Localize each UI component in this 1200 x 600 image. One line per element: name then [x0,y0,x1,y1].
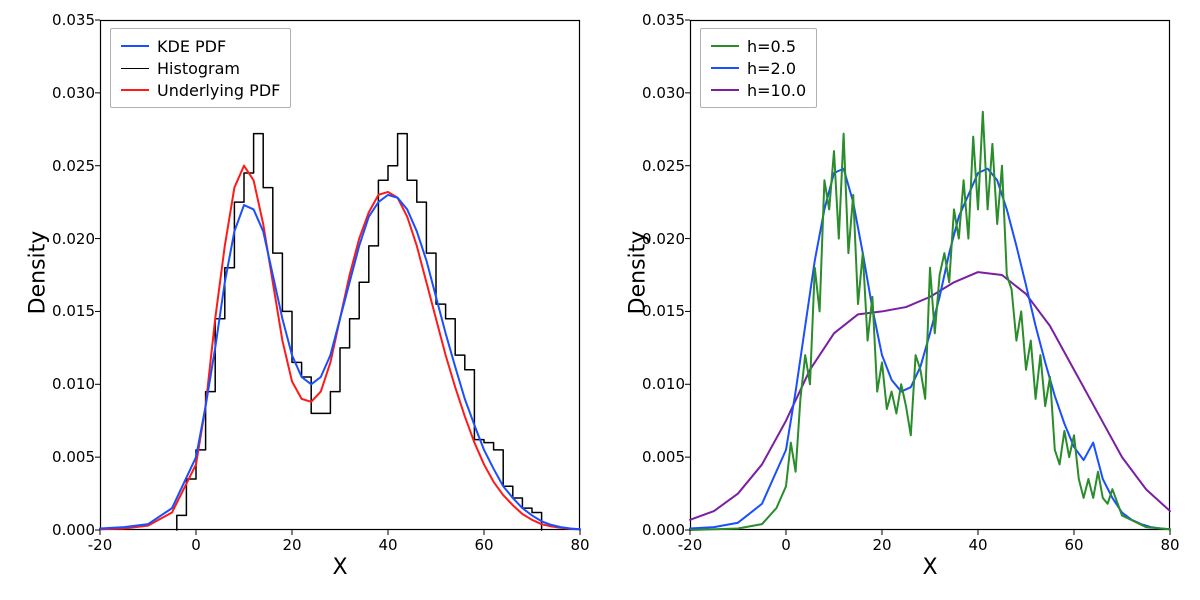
xtick-label: 0 [181,536,211,554]
legend-swatch [711,67,739,69]
ytick-label: 0.000 [635,521,685,539]
ytick-label: 0.030 [45,84,95,102]
ytick-label: 0.030 [635,84,685,102]
ytick-label: 0.010 [45,375,95,393]
kde-h10-line [690,272,1170,520]
xtick-label: 60 [1059,536,1089,554]
legend-label: h=2.0 [747,59,796,78]
kde-h0.5-line [690,112,1170,530]
left-legend: KDE PDF Histogram Underlying PDF [110,28,291,108]
legend-label: h=0.5 [747,37,796,56]
xtick-label: 0 [771,536,801,554]
ytick-label: 0.025 [45,157,95,175]
xtick-label: 20 [277,536,307,554]
ytick-label: 0.025 [635,157,685,175]
right-legend: h=0.5 h=2.0 h=10.0 [700,28,817,108]
ytick-label: 0.020 [635,230,685,248]
legend-label: Histogram [157,59,240,78]
right-panel: Density X h=0.5h=2.0h=10.0 -200204060800… [600,0,1200,600]
legend-swatch [121,68,149,69]
ytick-label: 0.000 [45,521,95,539]
figure: Density X KDE PDFHistogramUnderlying PDF… [0,0,1200,600]
ytick-label: 0.015 [45,302,95,320]
xtick-label: 40 [373,536,403,554]
legend-item: Underlying PDF [121,79,280,101]
left-xlabel: X [100,555,580,580]
legend-item: h=10.0 [711,79,806,101]
legend-item: KDE PDF [121,35,280,57]
xtick-label: 20 [867,536,897,554]
legend-swatch [121,45,149,47]
ytick-label: 0.020 [45,230,95,248]
legend-label: Underlying PDF [157,81,280,100]
ytick-label: 0.005 [45,448,95,466]
ytick-label: 0.035 [45,11,95,29]
xtick-label: 40 [963,536,993,554]
legend-swatch [711,89,739,91]
ytick-label: 0.005 [635,448,685,466]
right-xlabel: X [690,555,1170,580]
xtick-label: 80 [1155,536,1185,554]
ytick-label: 0.035 [635,11,685,29]
legend-swatch [711,45,739,47]
legend-label: KDE PDF [157,37,226,56]
legend-label: h=10.0 [747,81,806,100]
ytick-label: 0.015 [635,302,685,320]
legend-item: h=0.5 [711,35,806,57]
xtick-label: 60 [469,536,499,554]
legend-item: h=2.0 [711,57,806,79]
legend-item: Histogram [121,57,280,79]
xtick-label: 80 [565,536,595,554]
legend-swatch [121,89,149,91]
left-panel: Density X KDE PDFHistogramUnderlying PDF… [0,0,600,600]
ytick-label: 0.010 [635,375,685,393]
